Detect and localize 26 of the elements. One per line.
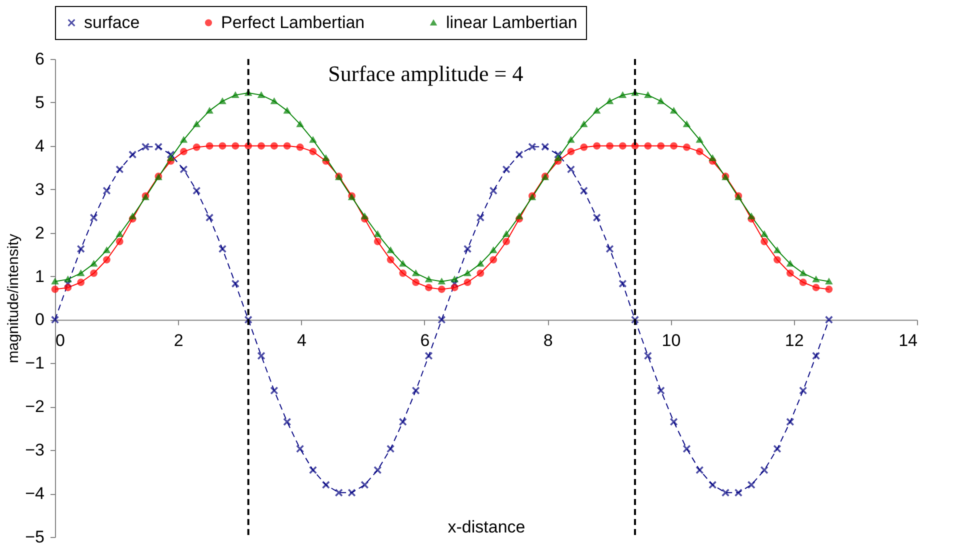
annotation: Surface amplitude = 4 (328, 61, 524, 86)
x-tick-label: 8 (543, 331, 553, 350)
x-tick-label: 0 (56, 331, 65, 350)
y-axis-title: magnitude/intensity (5, 233, 22, 364)
y-tick-label: 2 (35, 223, 44, 242)
x-tick-label: 12 (784, 331, 804, 350)
y-tick-label: −1 (25, 354, 44, 373)
y-tick-label: −5 (25, 528, 44, 546)
x-tick-label: 14 (898, 331, 918, 350)
legend-label: linear Lambertian (446, 12, 578, 32)
y-tick-label: −2 (25, 397, 44, 416)
y-tick-label: 4 (35, 136, 44, 156)
y-tick-label: 5 (35, 92, 44, 112)
legend-label: Perfect Lambertian (221, 12, 365, 32)
y-tick-label: 0 (35, 310, 44, 330)
y-tick-label: −3 (25, 440, 44, 460)
y-tick-label: 3 (35, 180, 44, 199)
y-tick-label: 6 (35, 50, 44, 68)
x-tick-label: 10 (662, 331, 681, 350)
legend-label: surface (84, 12, 140, 32)
x-tick-label: 4 (297, 331, 307, 350)
y-tick-label: −4 (25, 484, 44, 504)
y-tick-label: 1 (35, 266, 44, 286)
x-tick-label: 6 (420, 331, 430, 350)
x-tick-label: 2 (174, 331, 184, 350)
x-axis-title: x-distance (448, 518, 526, 536)
